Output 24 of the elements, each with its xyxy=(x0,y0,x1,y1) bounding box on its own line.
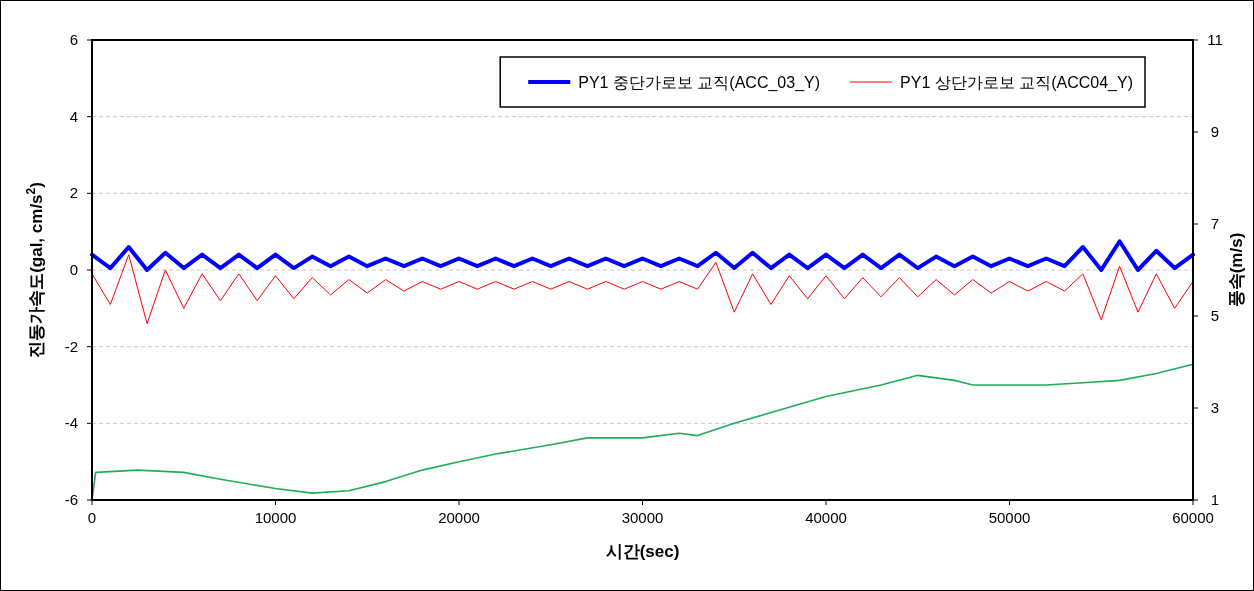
y2-tick-label: 7 xyxy=(1210,215,1220,232)
y-tick-label: 2 xyxy=(69,184,78,202)
y-tick-label: -4 xyxy=(64,414,78,432)
y-tick-label: 0 xyxy=(69,261,78,278)
x-tick-label: 10000 xyxy=(254,509,297,526)
y2-tick-label: 11 xyxy=(1207,31,1223,48)
y2-axis-title: 풍속(m/s) xyxy=(1227,232,1246,308)
y-tick-label: 6 xyxy=(69,31,78,48)
y-tick-label: -2 xyxy=(64,337,78,355)
x-tick-label: 30000 xyxy=(621,509,664,526)
y2-tick-label: 3 xyxy=(1210,399,1220,416)
y2-tick-label: 1 xyxy=(1210,491,1220,508)
legend-label: PY1 상단가로보 교직(ACC04_Y) xyxy=(900,74,1133,92)
x-axis-title: 시간(sec) xyxy=(605,542,680,561)
x-tick-label: 0 xyxy=(87,509,97,526)
y-tick-label: -6 xyxy=(64,491,78,508)
legend-label: PY1 중단가로보 교직(ACC_03_Y) xyxy=(578,74,821,92)
x-tick-label: 50000 xyxy=(988,509,1031,526)
x-tick-label: 40000 xyxy=(805,509,847,526)
x-tick-label: 60000 xyxy=(1172,509,1214,526)
x-tick-label: 20000 xyxy=(438,509,480,526)
y2-tick-label: 5 xyxy=(1210,307,1220,324)
y2-tick-label: 9 xyxy=(1210,123,1220,140)
y-tick-label: 4 xyxy=(69,107,78,125)
